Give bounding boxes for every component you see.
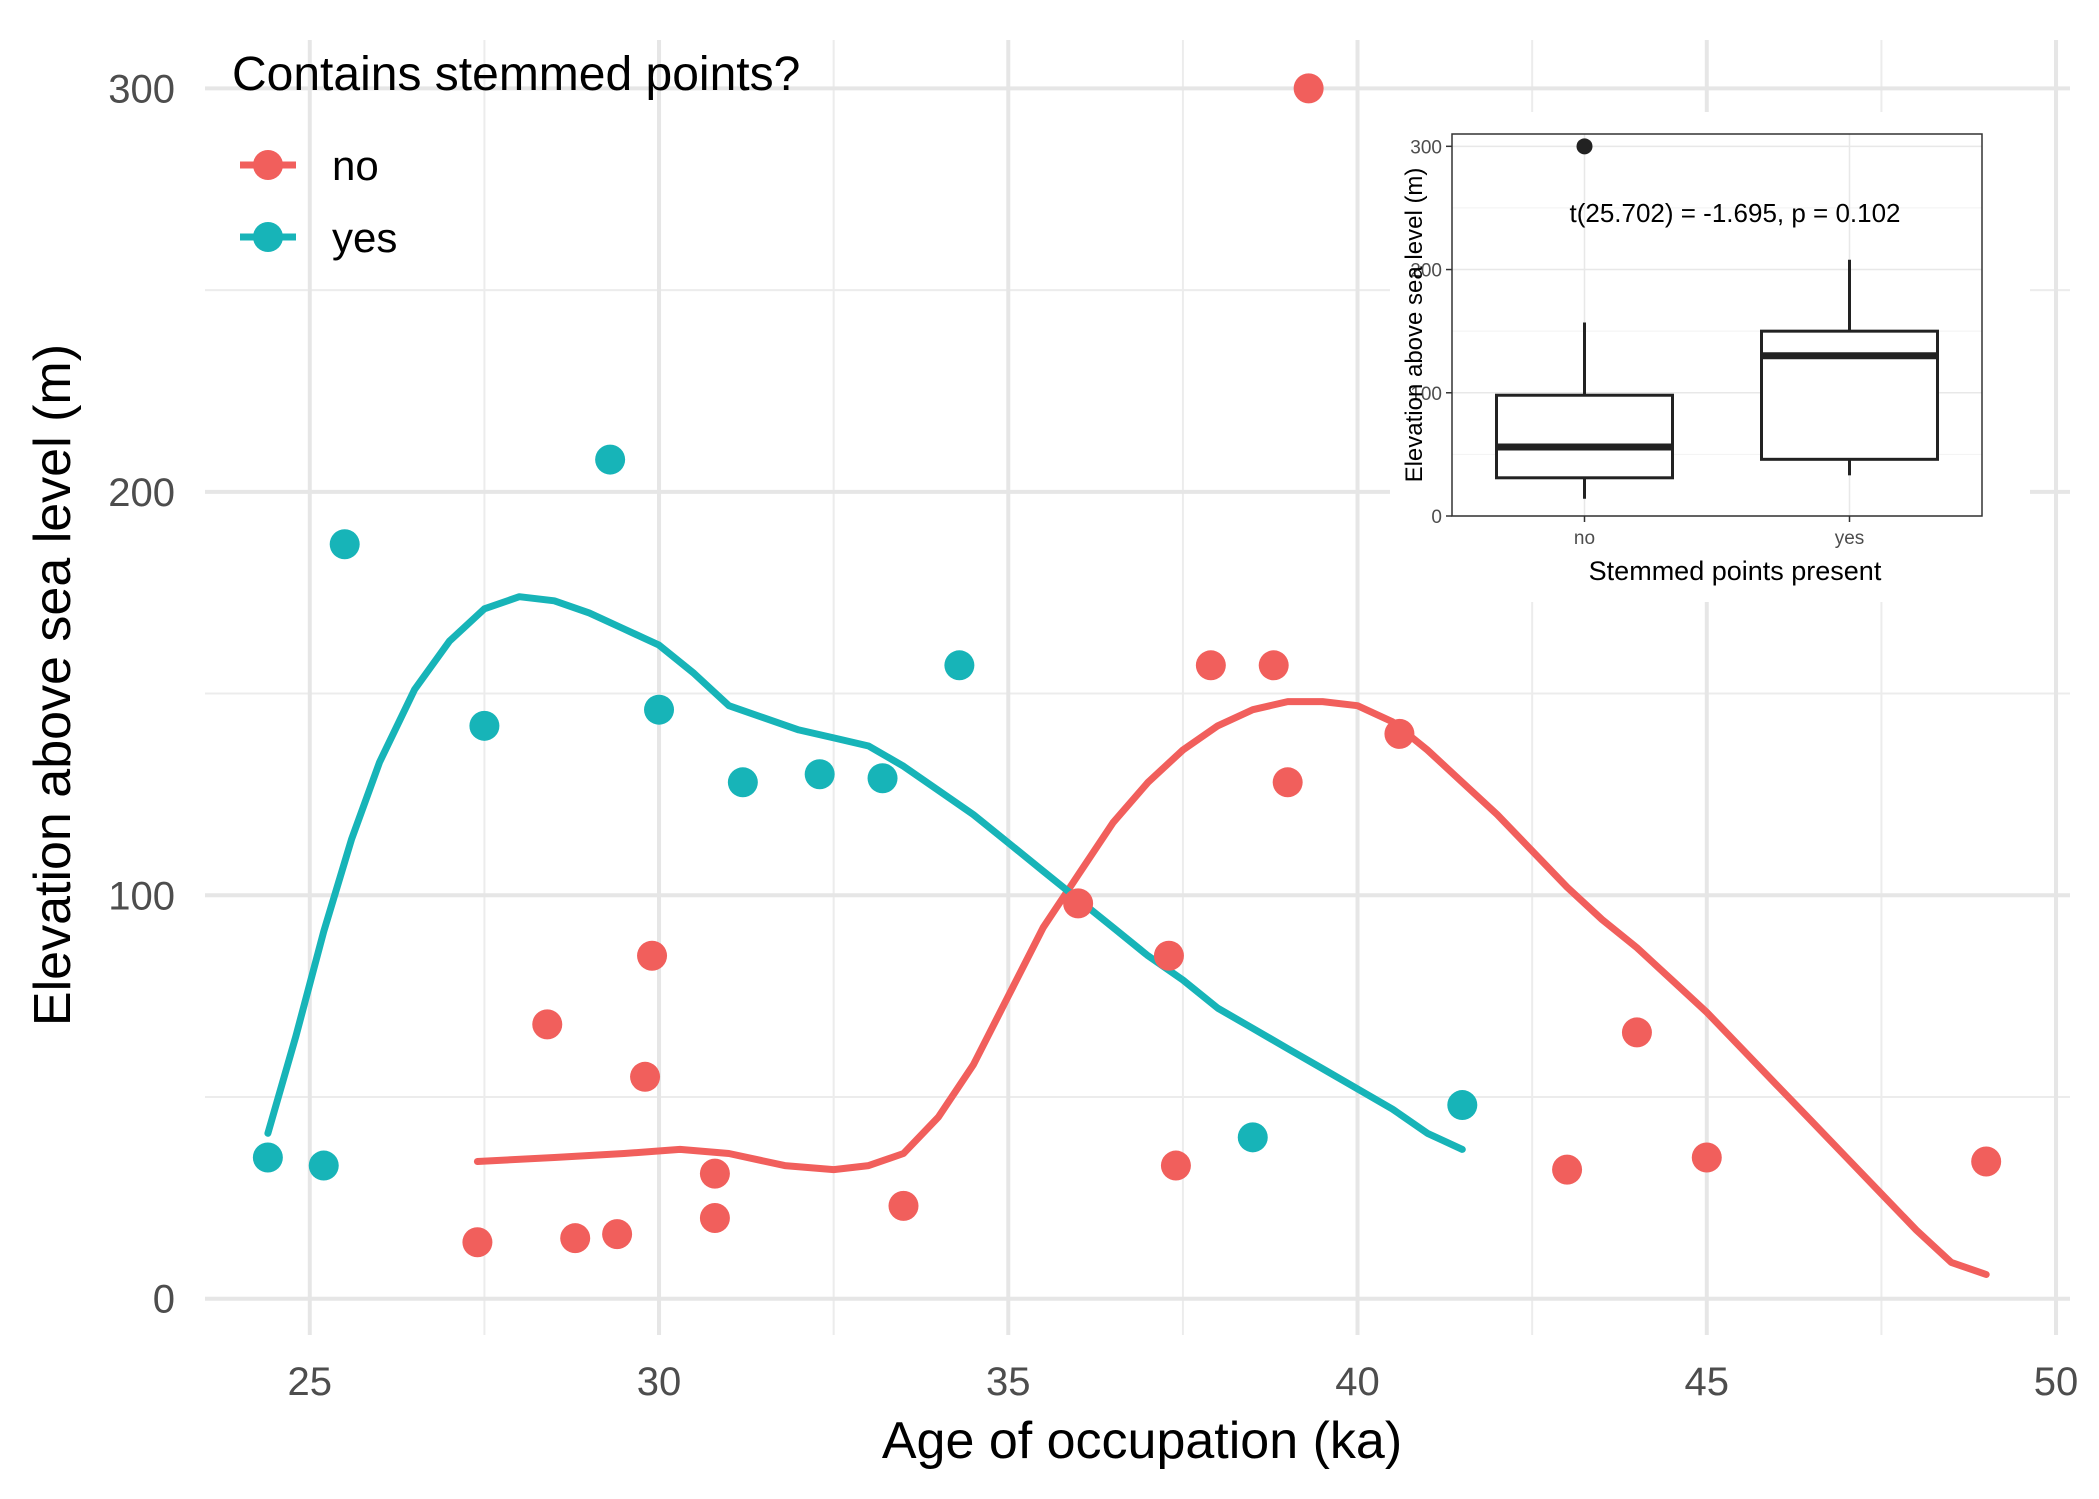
inset-boxplot: 0 100 200 300 no yes t(25.702) = -1.695, p = … [1390,112,2030,602]
inset-y-tick-label: 100 [1410,384,1442,405]
point-yes [804,759,835,790]
point-yes [1447,1090,1478,1121]
box-yes [1760,259,1939,476]
point-no [1195,650,1226,681]
point-no [699,1158,730,1189]
inset-x-tick-label: yes [1835,528,1865,549]
x-tick-label: 50 [2034,1360,2079,1404]
point-yes [469,710,500,741]
point-yes [644,694,675,725]
point-no [1272,767,1303,798]
x-tick-label: 30 [637,1360,682,1404]
box-outlier [1576,138,1593,155]
inset-ticks: 0 100 200 300 no yes [1410,137,1864,549]
legend-key-point [253,150,283,180]
point-yes [329,529,360,560]
point-no [1971,1146,2002,1177]
legend-entry-yes: yes [240,214,397,261]
inset-y-tick-label: 0 [1431,507,1442,528]
point-no [1258,650,1289,681]
point-no [532,1009,563,1040]
point-no [1384,718,1415,749]
point-yes [252,1142,283,1173]
box-no [1495,138,1674,499]
smooth-line-no [473,698,1990,1278]
x-axis-title: Age of occupation (ka) [882,1412,1402,1470]
inset-y-tick-label: 300 [1410,137,1442,158]
legend-label-no: no [332,142,379,189]
point-no [1691,1142,1722,1173]
tick-labels: 25 30 35 40 45 50 0 100 200 300 [108,67,2078,1404]
legend-label-yes: yes [332,214,397,261]
point-no [888,1190,919,1221]
inset-y-tick-label: 200 [1410,261,1442,282]
inset-y-axis-title: Elevation above sea level (m) [1401,168,1428,483]
data-points [252,73,2002,1258]
inset-annotation: t(25.702) = -1.695, p = 0.102 [1569,198,1900,228]
inset-x-tick-label: no [1574,528,1595,549]
box-iqr [1495,393,1674,480]
smooth-line-yes [264,593,1466,1153]
point-yes [727,767,758,798]
point-yes [1237,1122,1268,1153]
y-tick-label: 200 [108,471,175,515]
legend-entry-no: no [240,142,379,189]
y-axis-title: Elevation above sea level (m) [24,344,82,1026]
x-tick-label: 45 [1685,1360,1730,1404]
legend-key-point [253,222,283,252]
x-tick-label: 40 [1335,1360,1380,1404]
x-tick-label: 35 [986,1360,1031,1404]
point-no [630,1061,661,1092]
y-tick-label: 100 [108,874,175,918]
legend-entries: no yes [240,142,397,261]
x-tick-label: 25 [288,1360,333,1404]
point-no [637,940,668,971]
point-no [462,1227,493,1258]
inset-panel-border [1451,133,1983,517]
point-no [1552,1154,1583,1185]
point-no [699,1203,730,1234]
point-no [1160,1150,1191,1181]
grid-layer [205,40,2070,1335]
point-yes [944,650,975,681]
legend: Contains stemmed points? no yes [232,48,800,261]
legend-title: Contains stemmed points? [232,48,800,101]
point-yes [595,444,626,475]
smooth-lines [264,593,1990,1278]
y-tick-label: 0 [153,1278,175,1322]
point-no [602,1219,633,1250]
point-yes [867,763,898,794]
point-no [1621,1017,1652,1048]
point-yes [308,1150,339,1181]
point-no [1153,940,1184,971]
inset-x-axis-title: Stemmed points present [1589,556,1882,586]
inset-boxes [1495,138,1939,499]
point-no [560,1223,591,1254]
box-iqr [1760,329,1939,461]
point-no [1063,888,1094,919]
y-tick-label: 300 [108,67,175,111]
point-no [1293,73,1324,104]
